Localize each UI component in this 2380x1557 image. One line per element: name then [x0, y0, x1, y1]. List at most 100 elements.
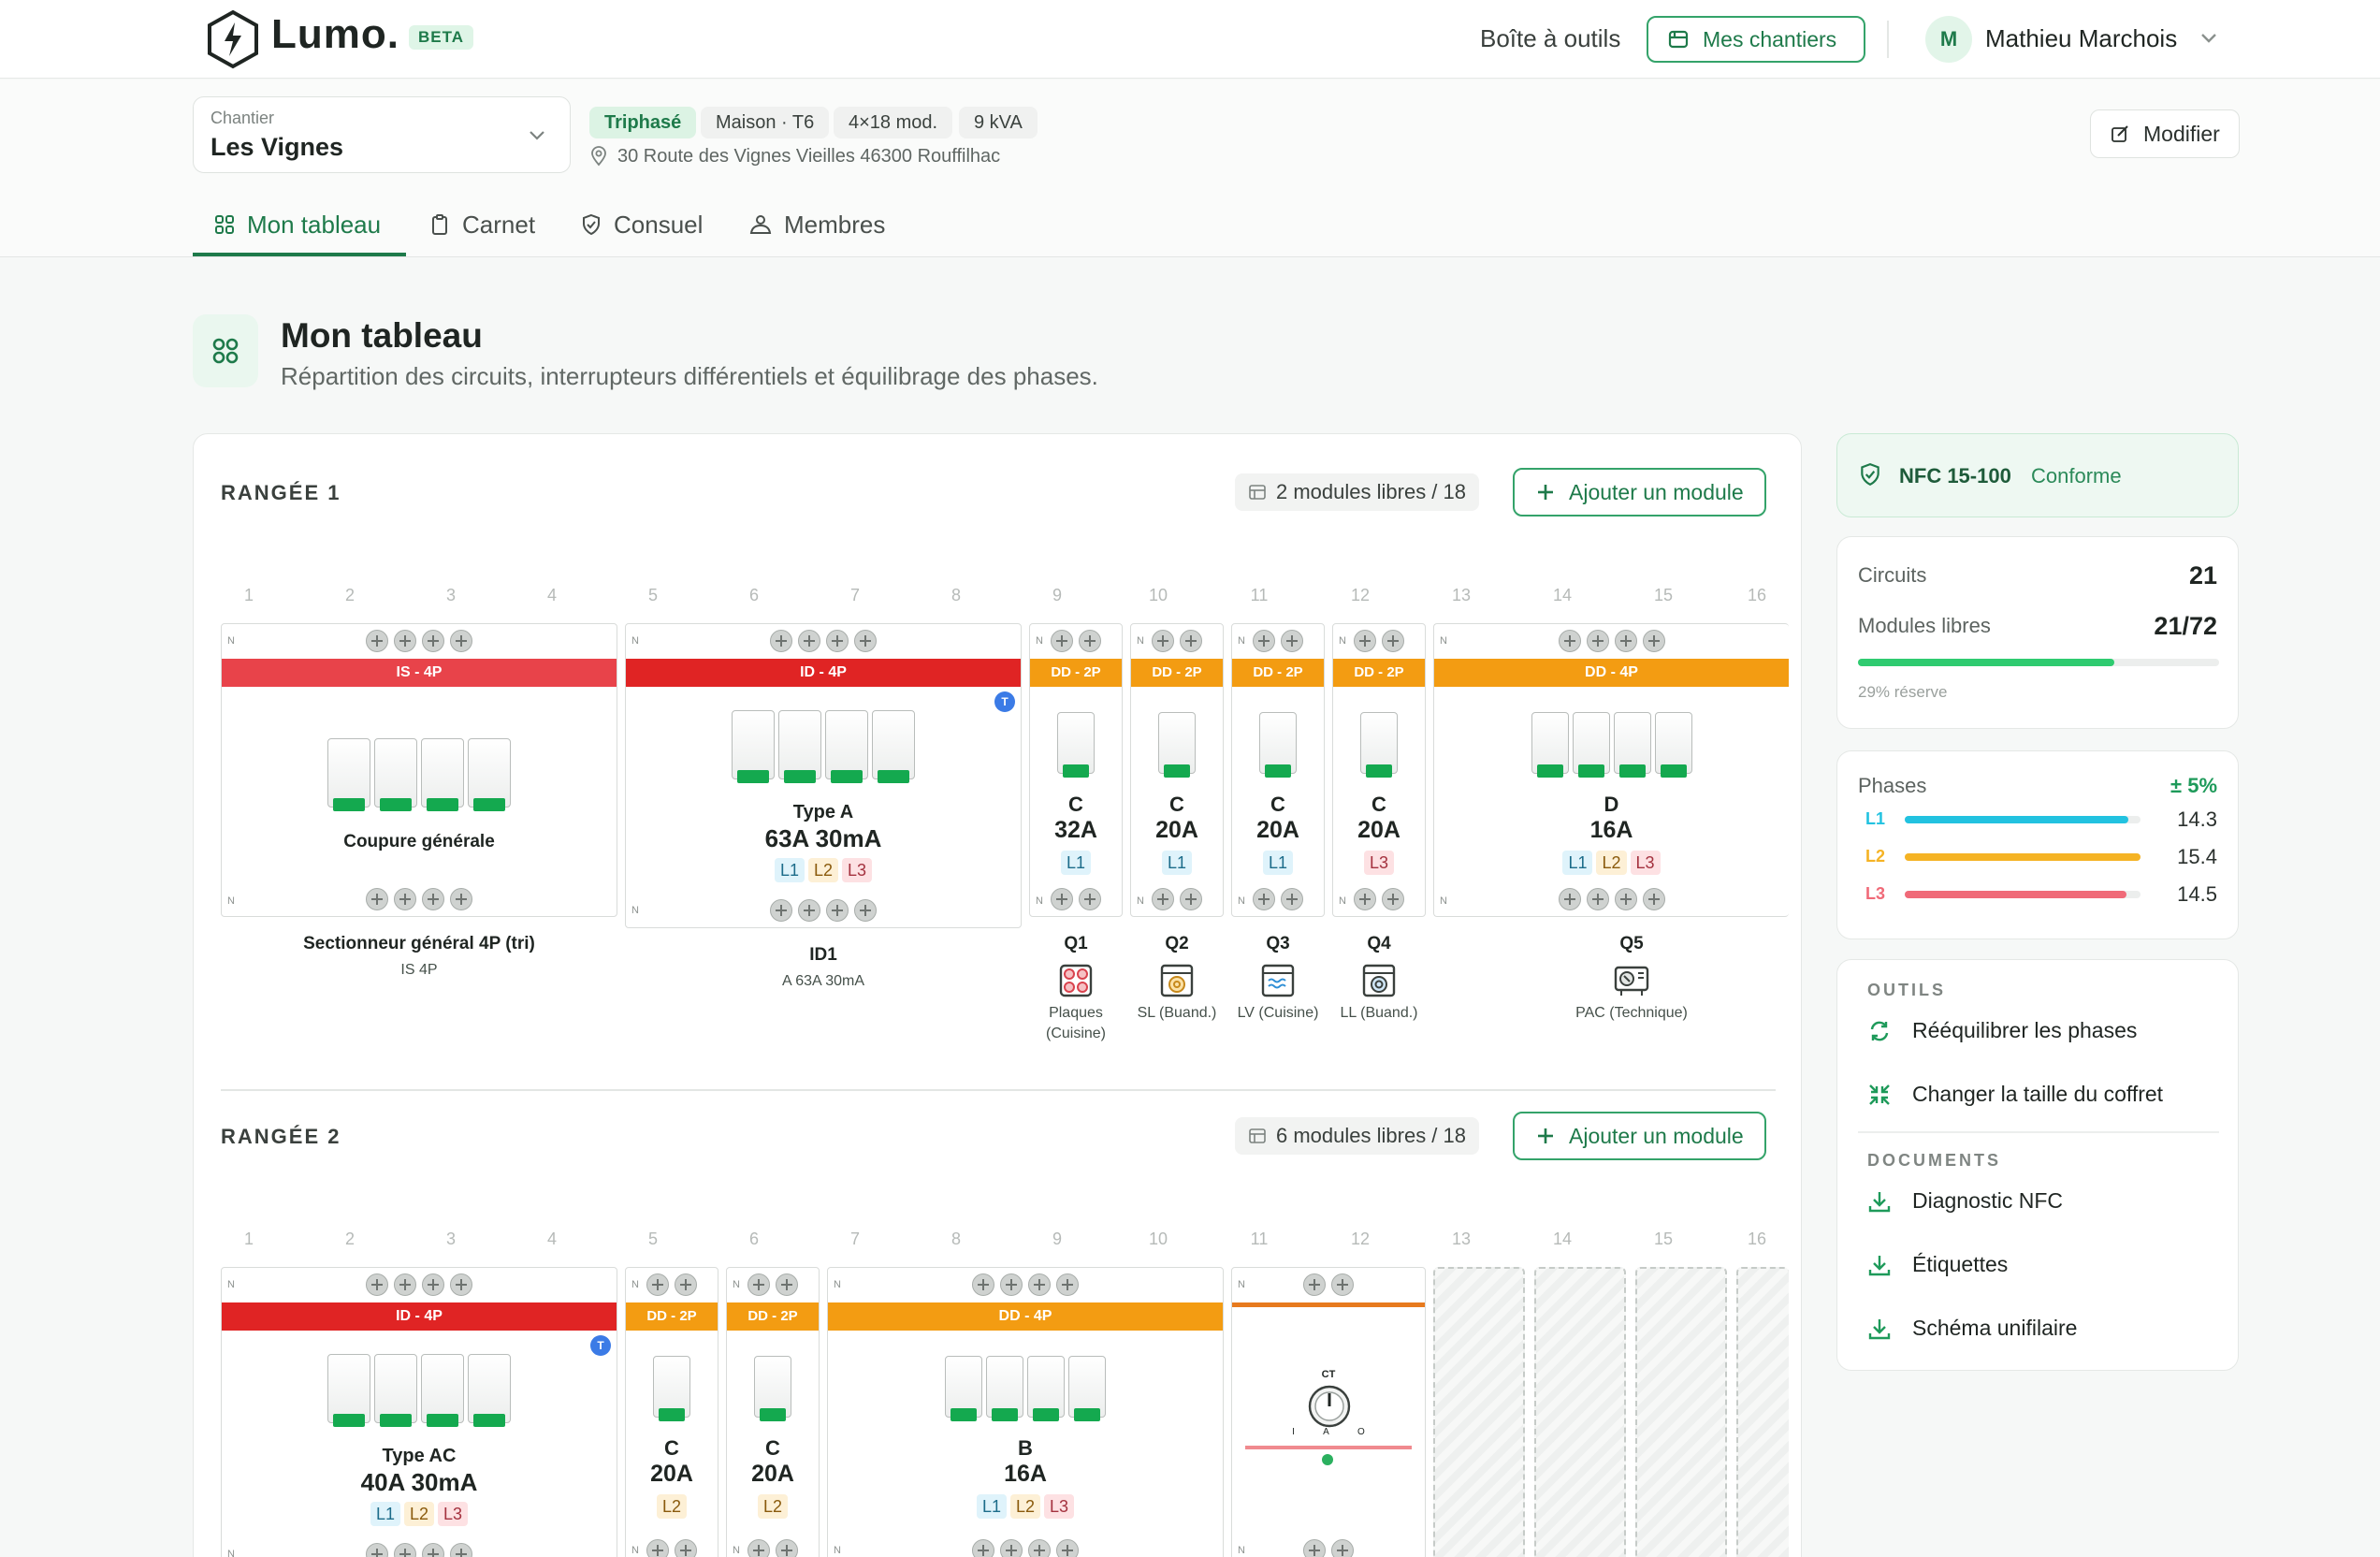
circuit-sublabel: SL (Buand.) — [1137, 1005, 1217, 1021]
site-selector[interactable]: Chantier Les Vignes — [193, 96, 571, 173]
slot-number: 9 — [1052, 586, 1062, 604]
module-dd-2p[interactable]: N DD - 2P C 20A L2 N — [726, 1267, 820, 1557]
slot-number: 6 — [748, 586, 759, 604]
edit-icon — [2110, 124, 2130, 144]
empty-slot[interactable] — [1736, 1267, 1789, 1557]
module-dd-2p-q3[interactable]: N DD - 2P C 20A L1 N — [1231, 623, 1325, 917]
phase-bar-fill — [1905, 853, 2141, 861]
phase-bar-track — [1905, 891, 2141, 898]
module-dd-4p[interactable]: N DD - 4P B 16A L1 L2 L3 N — [827, 1267, 1224, 1557]
tab-consuel[interactable]: Consuel — [580, 206, 703, 243]
module-curve: C — [664, 1436, 679, 1460]
add-module-button-row-1[interactable]: Ajouter un module — [1513, 468, 1766, 517]
empty-slot[interactable] — [1534, 1267, 1626, 1557]
tab-membres[interactable]: Membres — [748, 206, 885, 243]
my-sites-label: Mes chantiers — [1703, 26, 1837, 51]
download-icon — [1867, 1253, 1892, 1277]
row-2-free-modules: 6 modules libres / 18 — [1235, 1117, 1479, 1155]
reserve-text: 29% réserve — [1858, 683, 1948, 701]
module-id-4p[interactable]: N ID - 4P T Type A 63A 30mA L1 L2 L3 N — [625, 623, 1022, 928]
module-rating: 16A — [1004, 1461, 1047, 1487]
module-dd-2p[interactable]: N DD - 2P C 20A L2 N — [625, 1267, 718, 1557]
user-avatar[interactable]: M — [1925, 16, 1972, 63]
slot-number: 2 — [344, 586, 355, 604]
module-phases: L1 L2 L3 — [626, 858, 1021, 882]
slot-number: 16 — [1747, 1230, 1767, 1248]
module-is-4p[interactable]: N IS - 4P Coupure générale N — [221, 623, 617, 917]
module-curve: C — [1270, 793, 1285, 816]
timer-dial-icon[interactable] — [1307, 1384, 1352, 1429]
download-nfc-diagnostic[interactable]: Diagnostic NFC — [1867, 1188, 2063, 1214]
phase-badge: L1 — [1562, 851, 1593, 875]
slot-number: 9 — [1052, 1230, 1062, 1248]
bottom-terminals — [1434, 888, 1789, 910]
neutral-mark: N — [1238, 635, 1245, 647]
phase-badge: L2 — [757, 1494, 789, 1519]
resize-enclosure-button[interactable]: Changer la taille du coffret — [1867, 1082, 2163, 1107]
module-dd-2p-q4[interactable]: N DD - 2P C 20A L3 N — [1332, 623, 1426, 917]
module-curve: C — [1169, 793, 1184, 816]
top-terminals — [222, 630, 617, 652]
download-labels[interactable]: Étiquettes — [1867, 1252, 2008, 1277]
neutral-mark: N — [227, 895, 235, 907]
page-subtitle: Répartition des circuits, interrupteurs … — [281, 362, 1098, 390]
app-name[interactable]: Lumo. — [271, 11, 399, 57]
edit-site-button[interactable]: Modifier — [2090, 109, 2240, 158]
phase-bar-fill — [1905, 816, 2129, 823]
row-2-title: RANGÉE 2 — [221, 1125, 341, 1148]
phase-badge: L2 — [807, 858, 839, 882]
tab-mon-tableau[interactable]: Mon tableau — [213, 206, 381, 243]
neutral-mark: N — [1339, 635, 1346, 647]
module-type-band: ID - 4P — [626, 659, 1021, 687]
circuit-sublabel: Plaques (Cuisine) — [1045, 1005, 1106, 1041]
timer-mode-labels: I A O — [1292, 1427, 1378, 1437]
test-button-badge[interactable]: T — [590, 1335, 611, 1356]
timer-led — [1322, 1454, 1333, 1465]
top-terminals — [222, 1273, 617, 1296]
tab-label: Carnet — [462, 210, 536, 239]
lumo-logo-icon[interactable] — [206, 9, 260, 69]
slot-number: 4 — [546, 1230, 557, 1248]
slot-number: 13 — [1451, 1230, 1472, 1248]
empty-slot[interactable] — [1433, 1267, 1525, 1557]
slot-number: 8 — [951, 1230, 961, 1248]
circuit-label: Q2 — [1165, 934, 1189, 953]
chevron-down-icon[interactable] — [2199, 28, 2219, 49]
module-rating: 40A 30mA — [360, 1468, 478, 1496]
slot-number: 15 — [1653, 1230, 1674, 1248]
test-button-badge[interactable]: T — [994, 691, 1015, 712]
toolbox-link[interactable]: Boîte à outils — [1480, 24, 1621, 52]
module-dd-2p-q1[interactable]: N DD - 2P C 32A L1 N — [1029, 623, 1123, 917]
module-id-4p-type-ac[interactable]: N ID - 4P T Type AC 40A 30mA L1 L2 L3 N — [221, 1267, 617, 1557]
module-timer-contactor[interactable]: N CT I A O N — [1231, 1267, 1426, 1557]
tab-carnet[interactable]: Carnet — [428, 206, 535, 243]
module-curve: C — [765, 1436, 780, 1460]
phase-badge: L1 — [774, 858, 805, 882]
breaker-levers — [222, 738, 617, 811]
shield-check-icon — [580, 213, 602, 236]
circuit-sublabel: LL (Buand.) — [1340, 1005, 1418, 1021]
breaker-levers — [1232, 712, 1324, 778]
document-label: Schéma unifilaire — [1912, 1316, 2078, 1340]
breaker-levers — [626, 1356, 718, 1421]
row-1-title: RANGÉE 1 — [221, 481, 341, 504]
module-dd-4p-q5[interactable]: N DD - 4P D 16A L1 L2 L3 N — [1433, 623, 1789, 917]
rebalance-phases-button[interactable]: Rééquilibrer les phases — [1867, 1018, 2137, 1043]
add-module-label: Ajouter un module — [1569, 1123, 1744, 1148]
empty-slot[interactable] — [1635, 1267, 1727, 1557]
neutral-mark: N — [631, 905, 639, 916]
page-icon-container — [193, 314, 258, 387]
download-single-line-diagram[interactable]: Schéma unifilaire — [1867, 1316, 2077, 1341]
chevron-down-icon — [527, 125, 547, 146]
top-terminals — [1333, 630, 1425, 652]
add-module-button-row-2[interactable]: Ajouter un module — [1513, 1112, 1766, 1160]
top-terminals — [1434, 630, 1789, 652]
phase-load-value: 15.4 — [2177, 845, 2217, 868]
module-dd-2p-q2[interactable]: N DD - 2P C 20A L1 N — [1130, 623, 1224, 917]
neutral-mark: N — [1137, 895, 1144, 907]
free-modules-text: 2 modules libres / 18 — [1276, 480, 1466, 503]
my-sites-button[interactable]: Mes chantiers — [1647, 16, 1865, 63]
bottom-terminals — [1030, 888, 1122, 910]
user-name[interactable]: Mathieu Marchois — [1985, 24, 2178, 52]
neutral-mark: N — [1238, 1545, 1245, 1556]
